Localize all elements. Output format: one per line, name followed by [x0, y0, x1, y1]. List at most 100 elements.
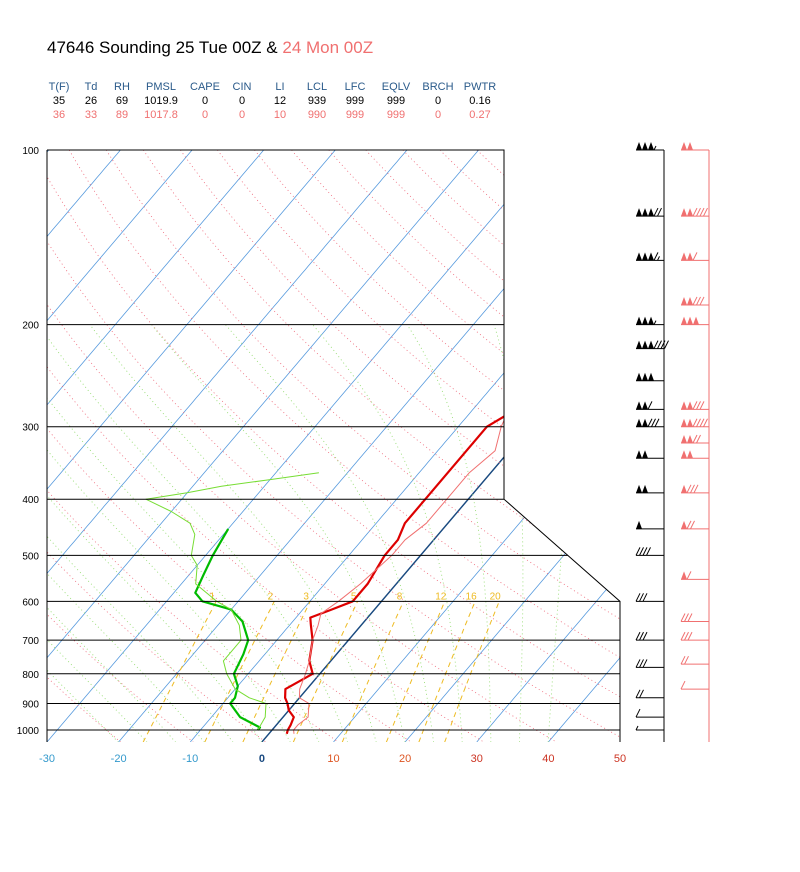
- wind-barb-previous-barb: [680, 680, 686, 690]
- mixing-ratio-label: 3: [303, 591, 309, 602]
- pressure-label: 500: [22, 551, 39, 562]
- wind-barb-current-barb: [642, 593, 648, 602]
- mixing-ratio-line: [418, 601, 476, 742]
- wind-barb-previous-barb: [692, 207, 698, 217]
- mixing-ratio-line: [292, 601, 359, 742]
- stats-current-row: 35 26 69 1019.9 0 0 12 939 999 999 0 0.1…: [44, 94, 500, 108]
- dewpoint-profile-previous: [145, 472, 319, 731]
- isotherm: [404, 150, 620, 742]
- wind-barb-previous-barb: [696, 418, 701, 427]
- stats-header: PMSL: [146, 81, 176, 93]
- wind-barb-current-half-barb: [653, 145, 657, 151]
- wind-barb-current-barb: [664, 340, 669, 349]
- wind-barb-current-flag: [636, 372, 642, 381]
- wind-barb-previous-flag: [681, 434, 687, 443]
- wind-barb-current-barb: [635, 659, 641, 668]
- mixing-ratio-line: [142, 601, 217, 742]
- wind-barb-previous-barb: [686, 484, 692, 494]
- wind-barb-previous-barb: [703, 207, 708, 217]
- isotherm: [619, 150, 620, 742]
- wind-barb-previous-barb: [699, 296, 705, 306]
- wind-barb-previous-barb: [680, 631, 686, 641]
- dry-adiabat: [625, 150, 800, 742]
- pressure-label: 800: [22, 670, 39, 681]
- mixing-ratio-line: [385, 601, 446, 742]
- moist-adiabat: [47, 324, 262, 742]
- wind-barb-current-barb: [654, 418, 660, 427]
- wind-barb-previous-flag: [693, 316, 699, 325]
- temperature-label: 50: [614, 753, 626, 765]
- dry-adiabat: [365, 150, 620, 742]
- dry-adiabat: [476, 150, 620, 742]
- wind-barb-previous-barb: [684, 613, 689, 622]
- isotherm: [47, 150, 50, 742]
- wind-barb-previous-barb: [687, 631, 693, 641]
- wind-barb-current-barb: [639, 689, 644, 699]
- wind-barb-current-barb: [653, 340, 659, 349]
- wind-barb-current-barb: [642, 631, 648, 641]
- stats-header: BRCH: [422, 81, 454, 93]
- wind-barb-current-barb: [660, 340, 666, 349]
- temperature-profile-current: [284, 150, 620, 735]
- wind-barb-previous-barb: [692, 434, 698, 444]
- wind-barb-current-barb: [642, 659, 648, 668]
- wind-barb-current-barb: [653, 252, 659, 261]
- wind-barb-previous-flag: [681, 252, 687, 261]
- stats-table: T(F) Td RH PMSL CAPE CIN LI LCL LFC EQLV…: [44, 80, 500, 122]
- wind-barb-current-half-barb: [653, 320, 657, 325]
- wind-barb-current-flag: [636, 401, 642, 410]
- wind-barb-current-flag: [648, 142, 654, 150]
- wind-barb-current-barb: [639, 547, 644, 556]
- wind-barb-current-barb: [651, 418, 656, 427]
- stats-value: 990: [307, 109, 327, 121]
- moist-adiabat: [47, 324, 291, 742]
- wind-barb-current-flag: [642, 316, 648, 325]
- stats-header: RH: [114, 81, 130, 93]
- wind-barb-previous-flag: [681, 208, 687, 217]
- stats-header: LCL: [306, 81, 328, 93]
- isotherm: [189, 150, 620, 742]
- moist-adiabat: [47, 324, 119, 742]
- plot-area: 1 2 3 5 8 12 16 20: [47, 150, 800, 742]
- wind-barb-previous-barb: [699, 207, 705, 217]
- title-main: 47646 Sounding 25 Tue 00Z &: [47, 38, 278, 57]
- stats-header-row: T(F) Td RH PMSL CAPE CIN LI LCL LFC EQLV…: [44, 80, 500, 94]
- stats-header: LFC: [344, 81, 366, 93]
- dry-adiabat: [402, 150, 620, 742]
- wind-barb-current-flag: [642, 340, 648, 349]
- wind-barb-current-barb: [657, 340, 662, 349]
- wind-barb-current-flag: [636, 142, 642, 150]
- wind-barb-current-barb: [635, 547, 641, 556]
- temperature-label: -20: [111, 753, 127, 765]
- isotherm: [47, 150, 265, 742]
- wind-barb-previous-flag: [681, 418, 687, 427]
- wind-barb-current-flag: [642, 208, 648, 217]
- moist-adiabat: [47, 324, 320, 742]
- stats-value: 0: [434, 95, 442, 107]
- wind-barb-current-barb: [639, 631, 644, 641]
- wind-barb-current-barb: [647, 401, 653, 410]
- stats-value: 0: [238, 109, 246, 121]
- wind-barb-previous-flag: [681, 520, 687, 529]
- wind-barb-previous-flag: [687, 401, 693, 410]
- stats-value: 12: [273, 95, 287, 107]
- title-compare: 24 Mon 00Z: [282, 38, 374, 57]
- isotherm: [47, 150, 479, 742]
- mixing-ratio-line: [242, 601, 311, 742]
- wind-barb-previous-flag: [687, 434, 693, 443]
- temperature-label: 20: [399, 753, 411, 765]
- mixing-ratio-label: 20: [490, 591, 502, 602]
- wind-barb-previous-barb: [692, 401, 698, 410]
- wind-barb-previous-barb: [680, 655, 686, 665]
- dry-adiabat: [47, 150, 412, 742]
- dry-adiabat: [328, 150, 620, 742]
- wind-barb-previous-flag: [681, 450, 687, 459]
- wind-barb-previous-barb: [687, 613, 693, 622]
- stats-value: 999: [345, 95, 365, 107]
- wind-barb-current-barb: [635, 593, 641, 602]
- wind-barb-current-flag: [642, 372, 648, 381]
- mixing-ratio-label: 1: [210, 591, 216, 602]
- stats-value: 0: [238, 95, 246, 107]
- wind-barb-previous-barb: [686, 571, 692, 580]
- wind-barb-previous-flag: [681, 401, 687, 410]
